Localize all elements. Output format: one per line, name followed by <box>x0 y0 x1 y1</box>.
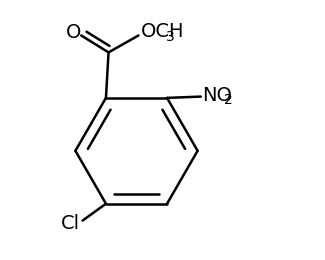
Text: Cl: Cl <box>61 214 80 233</box>
Text: 2: 2 <box>224 94 232 107</box>
Text: OCH: OCH <box>141 22 185 41</box>
Text: NO: NO <box>202 86 232 105</box>
Text: 3: 3 <box>166 30 175 44</box>
Text: O: O <box>66 23 82 42</box>
